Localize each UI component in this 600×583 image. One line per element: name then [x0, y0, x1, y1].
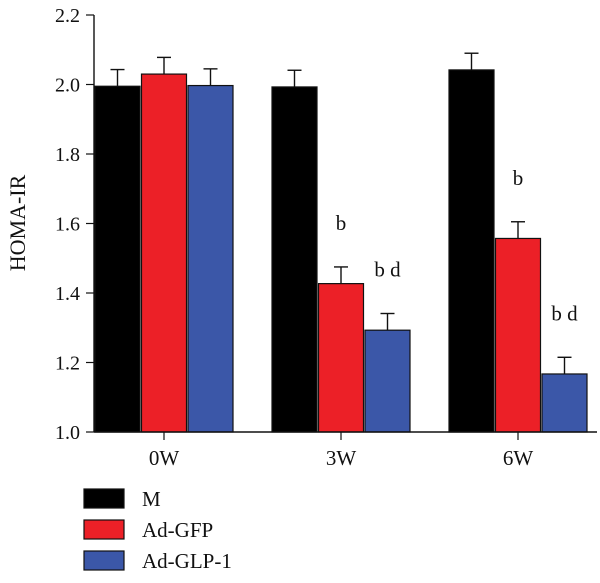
y-tick-label: 1.6 [55, 214, 80, 236]
error-bars-layer [110, 52, 572, 374]
y-tick-label: 1.0 [55, 422, 80, 444]
y-tick-label: 2.2 [55, 5, 80, 27]
significance-label: b d [374, 258, 401, 282]
y-tick-label: 1.8 [55, 144, 80, 166]
bar-ad-glp-1-0w [187, 84, 234, 433]
bar-ad-gfp-0w [140, 73, 188, 433]
bar-m-6w [448, 69, 495, 433]
bar-m-3w [271, 86, 318, 433]
significance-label: b [513, 166, 524, 190]
bars-layer [94, 69, 588, 433]
x-tick-label: 3W [326, 446, 357, 470]
axes-layer: 1.0 1.2 1.4 1.6 1.8 2.0 2.2 0W 3W 6W [55, 5, 597, 470]
legend-swatch-ad-gfp [83, 519, 125, 540]
legend-label: M [142, 487, 161, 511]
bar-ad-glp-1-6w [541, 373, 588, 433]
bar-m-0w [94, 85, 141, 433]
legend-label: Ad-GFP [142, 518, 213, 542]
significance-label: b [336, 211, 347, 235]
bar-ad-glp-1-3w [364, 329, 411, 433]
x-tick-label: 0W [149, 446, 180, 470]
legend-swatch-m [83, 488, 125, 509]
x-tick-label: 6W [503, 446, 534, 470]
y-tick-label: 2.0 [55, 75, 80, 97]
legend: M Ad-GFP Ad-GLP-1 [83, 487, 232, 573]
y-tick-label: 1.2 [55, 353, 80, 375]
bar-ad-gfp-6w [494, 237, 542, 433]
y-tick-label: 1.4 [55, 283, 80, 305]
bar-ad-gfp-3w [317, 283, 365, 433]
y-axis-title: HOMA-IR [5, 174, 30, 271]
significance-label: b d [551, 301, 578, 325]
legend-swatch-ad-glp-1 [83, 550, 125, 571]
annotations-layer: b b d b b d [336, 166, 578, 326]
legend-label: Ad-GLP-1 [142, 549, 232, 573]
